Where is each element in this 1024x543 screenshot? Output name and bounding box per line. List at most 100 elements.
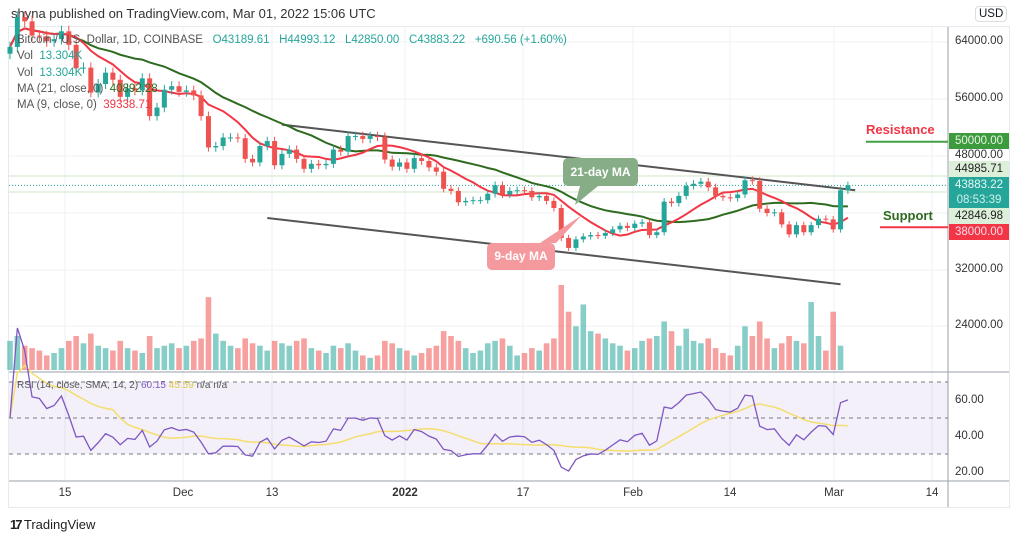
candle-body: [470, 200, 476, 202]
candle-body: [257, 146, 263, 163]
volume-bar: [58, 348, 65, 370]
volume-bar: [161, 345, 168, 370]
volume-bar: [66, 340, 72, 370]
volume-bar: [668, 331, 675, 370]
rsi-tick: 40.00: [955, 430, 984, 442]
volume-bar: [521, 353, 528, 370]
candle-body: [463, 200, 469, 203]
volume-bar: [683, 328, 689, 370]
ma21-value: 40892.28: [109, 83, 158, 95]
candle-body: [132, 88, 138, 91]
volume-bar: [271, 340, 278, 370]
candle-body: [338, 149, 344, 152]
time-tick: 2022: [392, 487, 418, 499]
rsi-tick: 60.00: [955, 394, 984, 406]
candle-body: [426, 160, 432, 168]
volume-bar: [426, 348, 432, 370]
candle-body: [588, 235, 594, 237]
candle-body: [250, 158, 256, 163]
volume-bar: [573, 326, 579, 370]
volume-bar: [580, 304, 587, 370]
published-header: shyna published on TradingView.com, Mar …: [11, 6, 376, 21]
volume-bar: [374, 355, 381, 370]
price-tick: 32000.00: [955, 263, 1003, 275]
volume-bar: [220, 340, 226, 370]
candle-body: [566, 237, 572, 248]
volume-bar: [293, 340, 300, 370]
candle-body: [713, 187, 719, 196]
volume-bar: [514, 355, 520, 370]
candle-body: [7, 46, 13, 54]
vol-legend-2[interactable]: Vol 13.304K: [17, 67, 82, 79]
time-tick: 15: [58, 487, 72, 499]
volume-bar: [448, 336, 454, 370]
candle-body: [595, 235, 601, 237]
volume-bar: [720, 353, 726, 370]
ma9-value: 39338.71: [103, 99, 152, 111]
volume-bar: [433, 345, 440, 370]
vol-value: 13.304K: [39, 50, 83, 62]
candle-body: [110, 72, 116, 80]
vol-legend-1[interactable]: Vol 13.304K: [17, 50, 82, 62]
volume-bar: [565, 311, 572, 370]
ma9-callout[interactable]: 9-day MA: [487, 243, 555, 270]
ohlc-high: H44993.12: [279, 34, 336, 46]
tradingview-logo[interactable]: 17 TradingView: [10, 517, 95, 532]
price-tick: 24000.00: [955, 319, 1003, 331]
rsi-legend[interactable]: RSI (14, close, SMA, 14, 2) 60.15 45.59 …: [17, 380, 227, 391]
ma21-legend[interactable]: MA (21, close, 0) 40892.28: [17, 83, 158, 95]
candle-body: [639, 222, 645, 224]
volume-bar: [793, 340, 800, 370]
currency-button[interactable]: USD: [975, 6, 1008, 22]
candle-body: [742, 180, 748, 195]
ma21-callout-tail: [575, 186, 598, 205]
volume-bar: [742, 326, 748, 370]
volume-bar: [249, 343, 256, 370]
volume-bar: [529, 348, 535, 370]
volume-bar: [455, 340, 462, 370]
rsi-value: 60.15: [140, 380, 166, 391]
ma21-callout[interactable]: 21-day MA: [563, 158, 638, 186]
candle-body: [169, 86, 175, 90]
candle-body: [551, 200, 557, 209]
volume-bar: [51, 353, 57, 370]
candle-body: [367, 136, 373, 139]
time-tick: 13: [265, 487, 279, 499]
candle-body: [58, 31, 64, 40]
volume-bar: [382, 340, 388, 370]
candle-body: [507, 190, 513, 195]
candle-body: [103, 72, 109, 85]
volume-bar: [43, 355, 50, 370]
candle-body: [44, 36, 50, 42]
volume-bar: [705, 338, 712, 370]
candle-body: [147, 78, 153, 117]
candle-body: [727, 197, 733, 199]
candle-body: [779, 212, 785, 225]
candle-body: [544, 195, 550, 201]
volume-bar: [411, 355, 418, 370]
volume-bar: [477, 350, 484, 370]
volume-bar: [764, 338, 770, 370]
symbol-name: Bitcoin / U.S. Dollar, 1D, COINBASE: [17, 34, 203, 46]
volume-bar: [190, 340, 197, 370]
volume-bar: [14, 336, 21, 370]
candle-body: [404, 162, 410, 169]
volume-bar: [499, 338, 506, 370]
candle-body: [845, 185, 851, 191]
candle-body: [610, 229, 616, 233]
candle-body: [477, 200, 483, 202]
candle-body: [125, 88, 131, 97]
volume-bar: [367, 357, 373, 370]
bar-countdown: 08:53:39: [949, 192, 1009, 208]
candle-body: [198, 95, 204, 117]
volume-bar: [205, 297, 212, 370]
ma9-legend[interactable]: MA (9, close, 0) 39338.71: [17, 99, 151, 111]
volume-bar: [815, 336, 822, 370]
candle-body: [529, 190, 535, 198]
volume-bar: [301, 338, 307, 370]
ma21-label: MA (21, close, 0): [17, 83, 104, 95]
price-tick: 56000.00: [955, 92, 1003, 104]
volume-bar: [183, 345, 190, 370]
candle-body: [176, 86, 182, 92]
